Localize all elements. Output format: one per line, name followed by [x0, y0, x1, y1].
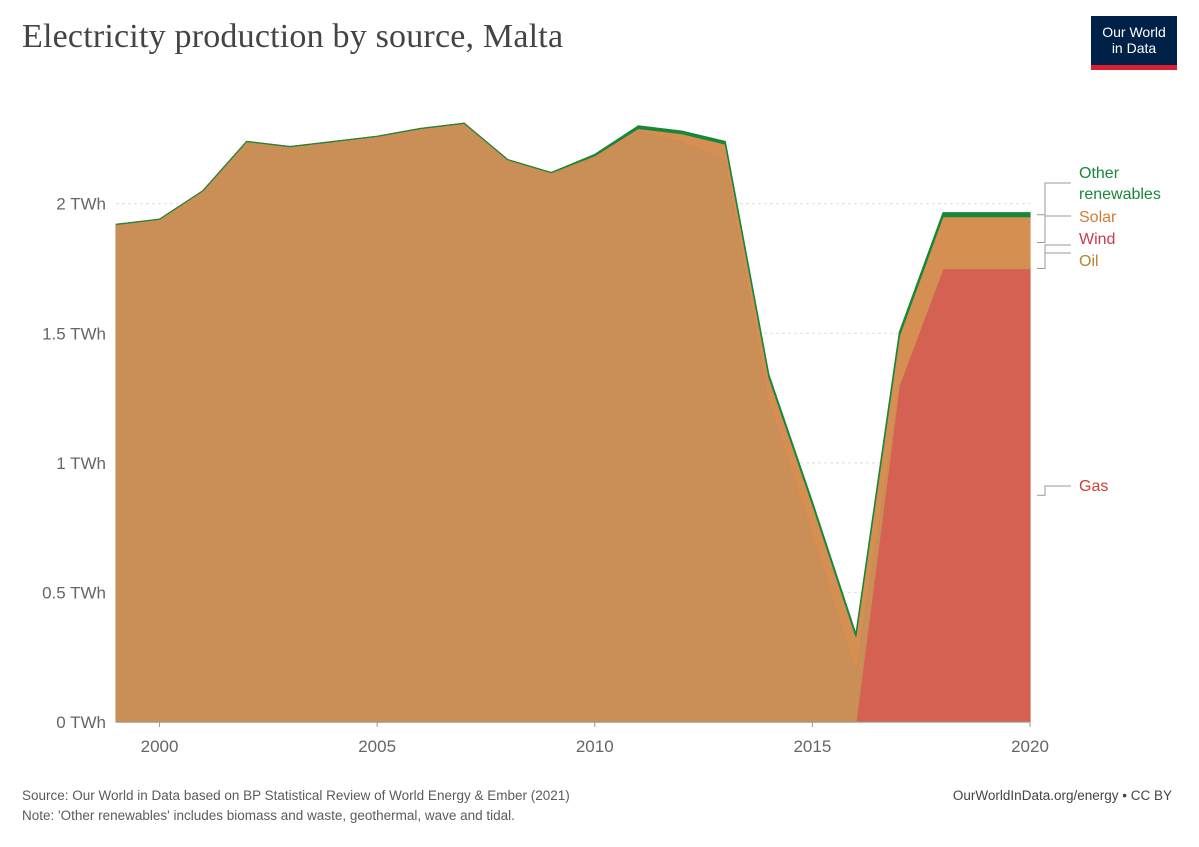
legend-item-other-renewables[interactable]: Other renewables — [1037, 165, 1161, 216]
y-tick-label-1-5-twh: 1.5 TWh — [42, 324, 106, 343]
legend-label-other-renewables: Other — [1079, 165, 1120, 182]
legend-connector-other-renewables — [1037, 182, 1071, 216]
y-tick-label-0-5-twh: 0.5 TWh — [42, 583, 106, 602]
y-tick-label-2-twh: 2 TWh — [56, 195, 106, 214]
legend-label-solar: Solar — [1079, 209, 1117, 226]
area-other-renewables[interactable] — [115, 122, 1031, 637]
x-tick-label-2005: 2005 — [358, 737, 396, 756]
source-note: Source: Our World in Data based on BP St… — [22, 788, 570, 803]
x-tick-label-2015: 2015 — [793, 737, 831, 756]
y-tick-label-1-twh: 1 TWh — [56, 454, 106, 473]
stacked-area-chart: 2000 2005 2010 2015 2020 0 TWh 0.5 TWh 1 TWh 1.… — [42, 122, 1161, 756]
x-tick-label-2000: 2000 — [141, 737, 179, 756]
x-tick-label-2020: 2020 — [1011, 737, 1049, 756]
x-tick-label-2010: 2010 — [576, 737, 614, 756]
y-tick-label-0-twh: 0 TWh — [56, 713, 106, 732]
legend-label-gas: Gas — [1079, 478, 1108, 495]
legend-connector-solar — [1037, 215, 1071, 243]
legend: Other renewables Solar Wind Oil Gas — [1037, 165, 1161, 496]
legend-item-wind[interactable]: Wind — [1037, 231, 1115, 269]
legend-connector-wind — [1037, 244, 1071, 269]
chart-title: Electricity production by source, Malta — [22, 18, 564, 55]
owid-logo[interactable]: Our World in Data — [1091, 16, 1177, 70]
x-axis: 2000 2005 2010 2015 2020 — [116, 721, 1049, 756]
legend-connector-oil — [1037, 252, 1071, 269]
logo-line-1: Our World — [1102, 24, 1166, 40]
legend-item-gas[interactable]: Gas — [1037, 478, 1108, 496]
legend-label-oil: Oil — [1079, 253, 1099, 270]
logo-line-2: in Data — [1111, 40, 1157, 56]
legend-label-other-renewables: renewables — [1079, 186, 1161, 203]
y-axis: 0 TWh 0.5 TWh 1 TWh 1.5 TWh 2 TWh — [42, 195, 106, 732]
footnote: Note: 'Other renewables' includes biomas… — [22, 808, 515, 823]
legend-connector-gas — [1037, 485, 1071, 496]
credit-link[interactable]: OurWorldInData.org/energy • CC BY — [952, 788, 1172, 803]
legend-item-oil[interactable]: Oil — [1037, 252, 1099, 270]
area-series — [115, 122, 1031, 723]
legend-item-solar[interactable]: Solar — [1037, 209, 1117, 243]
legend-label-wind: Wind — [1079, 231, 1115, 248]
